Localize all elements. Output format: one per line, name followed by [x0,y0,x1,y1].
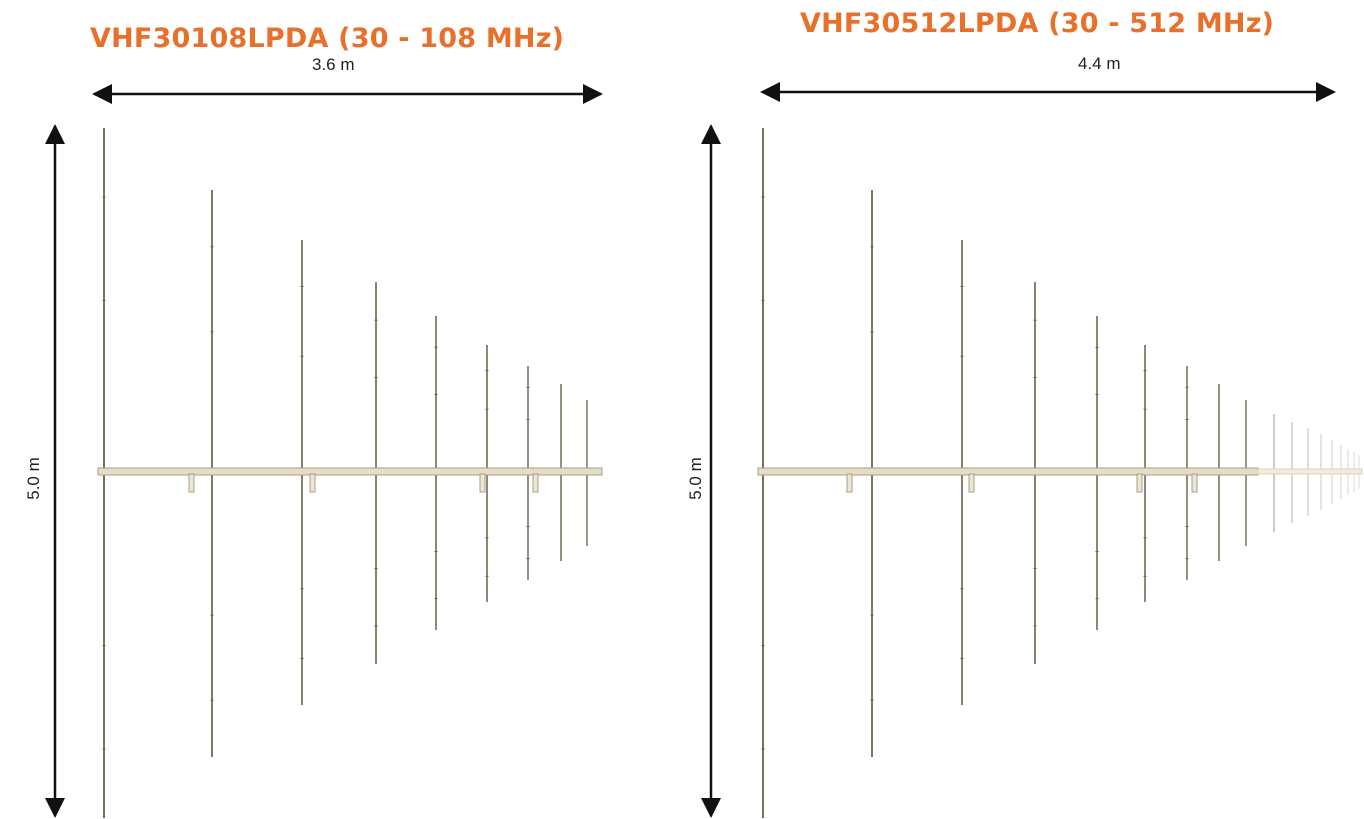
boom-brackets [188,473,539,493]
width-dimension-label: 3.6 m [312,55,355,74]
boom-bracket [968,473,975,493]
antenna-panel-vhf30512lpda: VHF30512LPDA (30 - 512 MHz) 4.4 m 5.0 m [682,0,1364,819]
antenna-panel-vhf30108lpda: VHF30108LPDA (30 - 108 MHz) 3.6 m 5.0 m [23,23,603,818]
boom-bracket [1191,473,1198,493]
antenna-title: VHF30512LPDA (30 - 512 MHz) [800,8,1275,39]
antenna-drawing-left [45,84,603,818]
boom-bracket [309,473,316,493]
antenna-boom-fade [1257,468,1363,475]
boom-bracket [188,473,195,493]
boom-brackets [846,473,1198,493]
height-dimension-label: 5.0 m [23,457,43,500]
boom-bracket [479,473,486,493]
height-dimension-label: 5.0 m [685,457,705,500]
antenna-drawing-right [701,82,1363,818]
boom-bracket [1136,473,1143,493]
antenna-title: VHF30108LPDA (30 - 108 MHz) [90,23,565,54]
antenna-boom [97,467,603,476]
boom-bracket [846,473,853,493]
antenna-boom [757,467,1259,476]
width-dimension-label: 4.4 m [1078,54,1121,73]
boom-bracket [532,473,539,493]
